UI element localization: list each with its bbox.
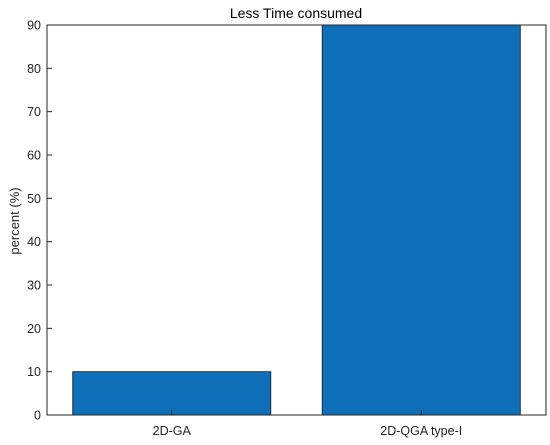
y-axis-label: percent (%) [7,187,22,254]
y-tick-label: 0 [34,409,41,423]
y-tick-label: 40 [27,235,41,249]
y-tick-label: 60 [27,149,41,163]
bar-2d-qga-type-i [321,24,521,416]
x-ticks-group: 2D-GA 2D-QGA type-I [153,410,462,438]
x-tick-label: 2D-GA [153,424,192,438]
y-tick-label: 20 [27,322,41,336]
y-tick-label: 80 [27,62,41,76]
bar-2d-ga [72,371,272,416]
y-tick-label: 30 [27,279,41,293]
plot-frame [46,24,547,416]
y-tick-label: 90 [27,19,41,33]
y-ticks-group: 0 10 20 30 40 50 60 70 80 90 [27,19,52,423]
chart-title: Less Time consumed [230,5,362,21]
y-tick-label: 50 [27,192,41,206]
x-tick-label: 2D-QGA type-I [380,424,462,438]
y-tick-label: 70 [27,105,41,119]
bars-group [72,24,521,416]
y-tick-label: 10 [27,365,41,379]
